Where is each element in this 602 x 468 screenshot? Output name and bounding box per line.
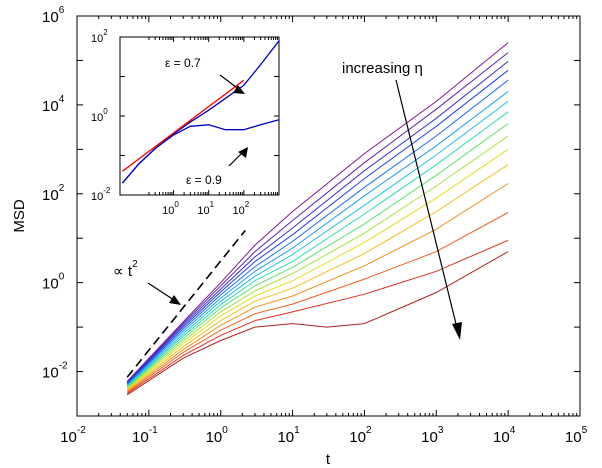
series-line-13 [126,183,509,392]
series-line-14 [126,212,509,393]
y-tick-label: 102 [42,183,65,204]
y-tick-label: 104 [42,94,65,115]
inset-arrow-head-eps07 [233,85,245,94]
series-line-4 [126,69,509,384]
x-axis-label: t [326,451,331,468]
t2-annotation-label: ∝ t2 [113,259,138,280]
x-tick-label: 102 [349,425,372,446]
series-line-6 [126,91,509,386]
series-line-2 [126,52,509,383]
series-line-11 [126,148,509,390]
series-line-5 [126,79,509,385]
inset-series-line-2 [121,119,280,184]
y-axis-label: MSD [11,199,28,233]
y-tick-label: 100 [42,272,65,293]
inset-label-eps07: ε = 0.7 [165,56,201,70]
inset-series-line-3 [122,79,245,172]
x-tick-label: 10-2 [60,425,86,446]
x-tick-label: 104 [493,425,516,446]
t2-dashed-line [126,229,246,378]
t2-arrow-head [169,295,181,305]
series-line-1 [126,42,509,382]
y-tick-label: 10-2 [42,361,68,382]
series-line-15 [126,239,509,394]
main-axis-ticks: 10-2 10-1 100 101 102 103 104 105 10-2 100 102 104 1… [42,5,588,446]
series-line-7 [126,100,509,387]
inset-arrow-head-eps09 [238,147,248,158]
x-tick-label: 101 [277,425,300,446]
x-tick-label: 105 [565,425,588,446]
increasing-eta-arrow-head [452,322,462,340]
x-tick-label: 103 [421,425,444,446]
inset-arrow-eps09 [228,151,244,167]
x-tick-label: 100 [206,425,229,446]
t2-reference [126,229,246,378]
series-line-8 [126,111,509,387]
inset-series-group [121,40,280,184]
series-line-16 [126,251,509,396]
inset-label-eps09: ε = 0.9 [186,173,222,187]
increasing-eta-arrow [395,79,458,329]
series-line-12 [126,164,509,391]
main-series-group [126,42,509,396]
y-tick-label: 106 [42,5,65,26]
series-line-9 [126,123,509,388]
x-tick-label: 10-1 [132,425,158,446]
series-line-3 [126,61,509,384]
increasing-eta-label: increasing η [342,60,423,77]
